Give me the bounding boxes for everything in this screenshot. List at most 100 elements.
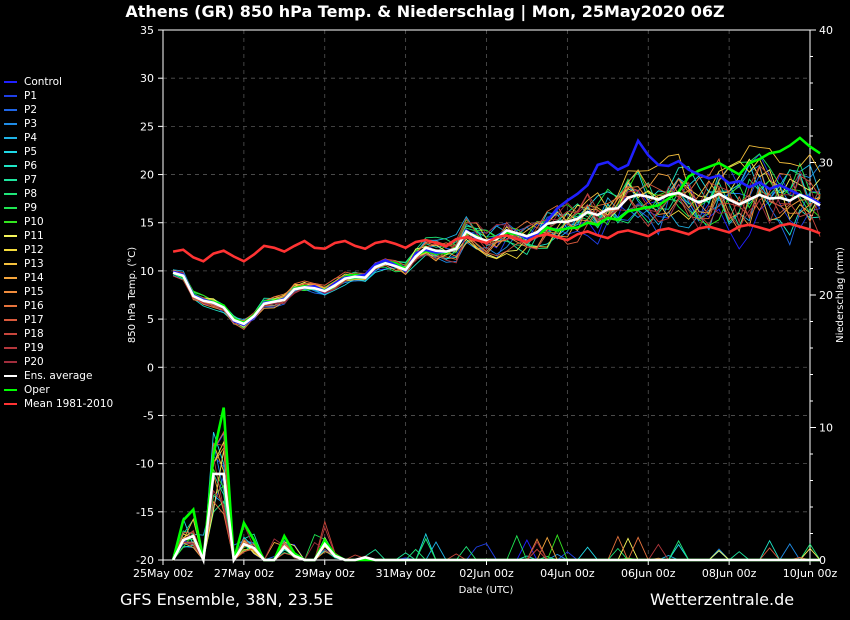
x-tick-label: 25May 00z <box>133 567 193 580</box>
legend-item: P1 <box>4 89 113 103</box>
ensemble-precip-line <box>172 442 821 562</box>
ensemble-precip-line <box>172 432 821 562</box>
ensemble-precip-line <box>172 500 821 562</box>
y-tick-label: 30 <box>140 72 154 85</box>
legend-swatch <box>4 347 17 349</box>
legend-label: Oper <box>24 384 50 396</box>
legend-item: P14 <box>4 271 113 285</box>
legend-label: Mean 1981-2010 <box>24 398 114 410</box>
footer-source: Wetterzentrale.de <box>650 590 795 609</box>
legend-swatch <box>4 109 17 111</box>
legend-swatch <box>4 403 17 405</box>
footer-model-info: GFS Ensemble, 38N, 23.5E <box>120 590 334 609</box>
legend-swatch <box>4 305 17 307</box>
legend-swatch <box>4 137 17 139</box>
legend-swatch <box>4 123 17 125</box>
ensemble-precip-line <box>172 431 821 562</box>
legend-label: P10 <box>24 216 44 228</box>
legend-label: P5 <box>24 146 38 158</box>
ensemble-temp-line <box>173 170 821 324</box>
y-tick-label: 35 <box>140 24 154 37</box>
legend-label: P4 <box>24 132 38 144</box>
legend-swatch <box>4 235 17 237</box>
ensemble-precip-line <box>172 443 821 561</box>
legend-label: P16 <box>24 300 44 312</box>
ensemble-precip-line <box>172 457 821 562</box>
legend-item: P5 <box>4 145 113 159</box>
ensemble-precip-line <box>172 431 821 562</box>
ensemble-temp-line <box>172 165 821 325</box>
legend-item: P12 <box>4 243 113 257</box>
x-axis-label: Date (UTC) <box>459 585 514 596</box>
x-tick-label: 31May 00z <box>376 567 436 580</box>
legend-label: P20 <box>24 356 44 368</box>
legend-item: P2 <box>4 103 113 117</box>
y-tick-label: 20 <box>140 169 154 182</box>
legend-swatch <box>4 81 17 83</box>
legend-swatch <box>4 151 17 153</box>
y-tick-label: -15 <box>136 506 154 519</box>
legend-item: P11 <box>4 229 113 243</box>
legend-swatch <box>4 193 17 195</box>
legend-item: P17 <box>4 313 113 327</box>
legend-swatch <box>4 277 17 279</box>
legend-swatch <box>4 249 17 251</box>
series-temp-control <box>172 138 821 327</box>
legend-label: P3 <box>24 118 38 130</box>
legend-label: P6 <box>24 160 38 172</box>
series-climate-mean <box>172 222 821 263</box>
legend-item: P10 <box>4 215 113 229</box>
y-tick-label: -10 <box>136 458 154 471</box>
legend-item: P4 <box>4 131 113 145</box>
x-tick-label: 06Jun 00z <box>621 567 676 580</box>
legend-item: P13 <box>4 257 113 271</box>
legend-label: P11 <box>24 230 44 242</box>
legend-label: P13 <box>24 258 44 270</box>
y2-tick-label: 30 <box>819 157 833 170</box>
legend-item: Ens. average <box>4 369 113 383</box>
grid <box>163 30 810 560</box>
legend-swatch <box>4 207 17 209</box>
y-tick-label: -5 <box>143 409 154 422</box>
y-tick-label: 25 <box>140 120 154 133</box>
y2-axis-label: Niederschlag (mm) <box>835 247 846 343</box>
legend-label: P8 <box>24 188 38 200</box>
legend-label: Ens. average <box>24 370 93 382</box>
legend-label: P12 <box>24 244 44 256</box>
legend-swatch <box>4 95 17 97</box>
legend-item: P6 <box>4 159 113 173</box>
chart-legend: Control P1 P2 P3 P4 P5 P6 P7 P8 P9 P10 P11 P12 P13 P14… <box>4 75 113 411</box>
y-axis-label: 850 hPa Temp. (°C) <box>127 247 138 343</box>
legend-item: P19 <box>4 341 113 355</box>
legend-swatch <box>4 179 17 181</box>
ensemble-precip-line <box>172 440 821 562</box>
ensemble-precip-line <box>172 450 821 562</box>
ensemble-precip-line <box>172 442 821 562</box>
x-tick-label: 02Jun 00z <box>459 567 514 580</box>
legend-label: P19 <box>24 342 44 354</box>
legend-item: P15 <box>4 285 113 299</box>
ensemble-precip-line <box>172 430 821 562</box>
legend-swatch <box>4 361 17 363</box>
x-tick-label: 10Jun 00z <box>783 567 838 580</box>
legend-item: P9 <box>4 201 113 215</box>
legend-swatch <box>4 319 17 321</box>
series-precip-oper <box>171 407 821 562</box>
series-temp-ensaverage <box>172 191 821 326</box>
legend-swatch <box>4 333 17 335</box>
y-tick-label: 10 <box>140 265 154 278</box>
legend-label: P1 <box>24 90 38 102</box>
ensemble-members <box>172 145 821 562</box>
legend-item: P18 <box>4 327 113 341</box>
x-tick-label: 08Jun 00z <box>702 567 757 580</box>
tick-labels: -20 -15 -10 -5 0 5 10 15 20 25 30 35 25May 00z 27May … <box>133 24 837 580</box>
legend-label: P2 <box>24 104 38 116</box>
legend-item: P3 <box>4 117 113 131</box>
legend-swatch <box>4 221 17 223</box>
ensemble-precip-line <box>172 454 821 562</box>
main-series <box>171 136 821 566</box>
x-tick-label: 04Jun 00z <box>540 567 595 580</box>
legend-swatch <box>4 165 17 167</box>
y-tick-label: -20 <box>136 554 154 567</box>
